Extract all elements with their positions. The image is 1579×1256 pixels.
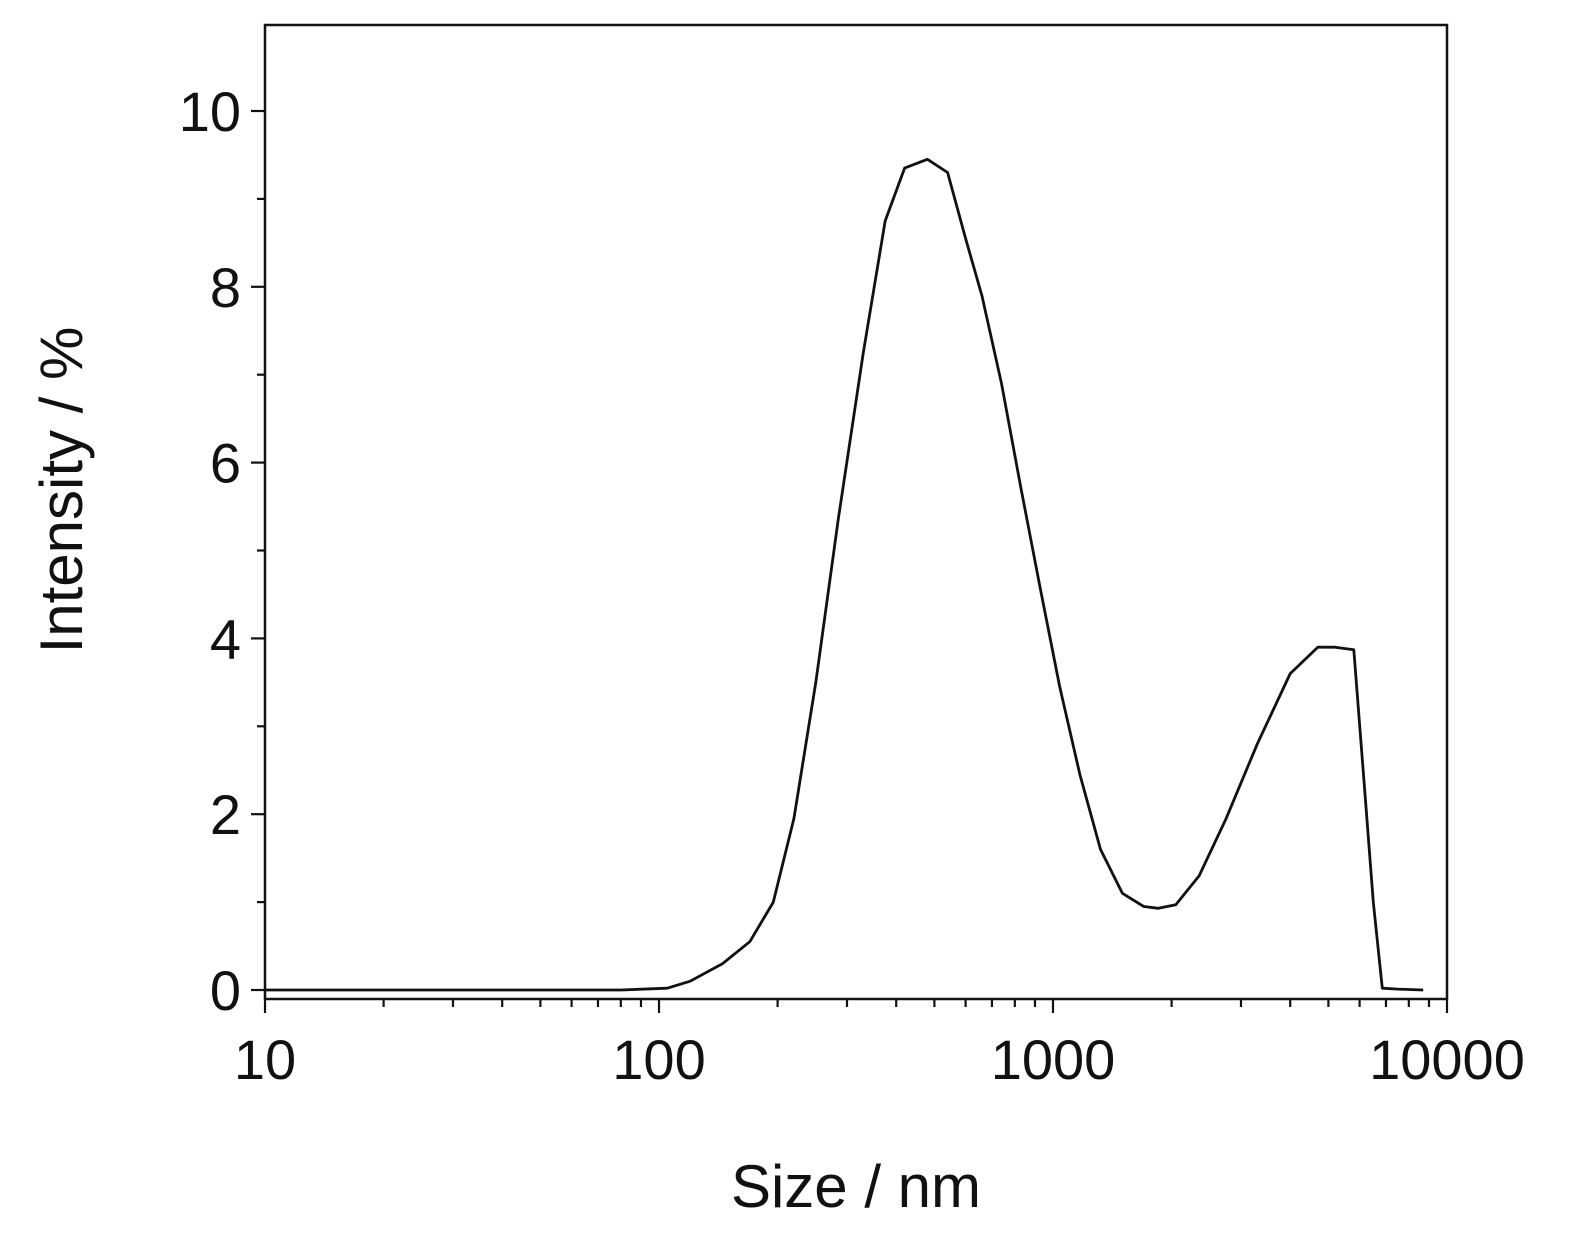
y-tick-label: 2	[210, 783, 241, 846]
plot-frame	[263, 23, 1449, 1001]
x-tick-label: 10	[234, 1028, 296, 1091]
x-tick-label: 100	[612, 1028, 705, 1091]
x-tick-label: 10000	[1369, 1028, 1525, 1091]
y-tick-label: 0	[210, 959, 241, 1022]
intensity-series-line	[265, 157, 1424, 992]
y-tick-label: 4	[210, 607, 241, 670]
y-axis-ticks	[251, 109, 265, 992]
y-tick-label: 6	[210, 432, 241, 495]
y-tick-label: 10	[179, 80, 241, 143]
y-axis-title: Intensity / %	[28, 327, 95, 654]
x-tick-label: 1000	[991, 1028, 1116, 1091]
x-axis-ticks	[263, 999, 1449, 1013]
x-axis-tick-labels: 10 100 1000 10000	[234, 1028, 1525, 1091]
x-axis-title: Size / nm	[731, 1153, 981, 1220]
y-tick-label: 8	[210, 256, 241, 319]
y-axis-tick-labels: 0 2 4 6 8 10	[179, 80, 241, 1022]
